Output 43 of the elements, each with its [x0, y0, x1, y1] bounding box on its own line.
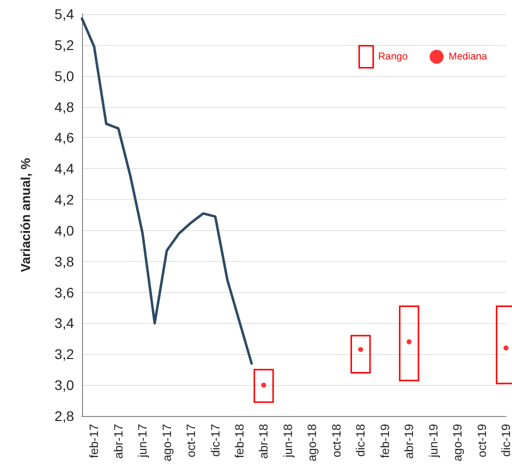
x-tick-label: ago-17 — [160, 424, 174, 462]
y-tick-label: 3,2 — [54, 346, 74, 362]
y-tick-label: 5,2 — [54, 36, 74, 53]
x-tick-label: abr-19 — [402, 424, 416, 459]
y-tick-label: 5,4 — [54, 6, 74, 22]
y-tick-label: 3,4 — [54, 315, 74, 332]
x-tick-label: feb-17 — [87, 424, 102, 458]
y-tick-label: 4,6 — [54, 130, 74, 146]
x-tick-label: abr-17 — [111, 424, 126, 459]
bar — [398, 305, 420, 382]
x-tick-label: oct-18 — [329, 424, 344, 458]
x-tick-label: ago-18 — [305, 424, 320, 462]
y-tick-label: 4,0 — [54, 222, 74, 238]
y-tick-label: 4,4 — [54, 160, 74, 177]
y-tick-label: 4,8 — [54, 98, 74, 115]
y-tick-label: 3,6 — [54, 284, 74, 300]
line-series — [80, 17, 253, 365]
legend-label: Rango — [378, 51, 408, 62]
y-tick-label: 2,8 — [54, 408, 74, 424]
point — [261, 382, 266, 388]
y-tick-label: 3,0 — [54, 377, 74, 394]
x-tick-label: oct-19 — [474, 424, 489, 458]
bar — [254, 368, 274, 403]
x-tick-label: jun-18 — [280, 424, 295, 458]
point — [406, 339, 412, 344]
x-tick-label: jun-19 — [426, 424, 440, 458]
y-axis-title: Variación anual, % — [18, 157, 33, 272]
bar — [350, 334, 371, 374]
x-tick-label: dic-18 — [354, 424, 368, 457]
legend-label: Mediana — [448, 51, 488, 62]
x-tick-label: feb-19 — [378, 424, 392, 458]
x-tick-label: ago-19 — [450, 424, 465, 462]
x-tick-label: oct-17 — [184, 424, 198, 458]
y-tick-label: 3,8 — [54, 253, 74, 270]
x-tick-label: abr-18 — [256, 424, 271, 459]
x-tick-label: feb-18 — [232, 424, 246, 458]
x-tick-label: dic-19 — [499, 424, 512, 457]
x-tick-label: dic-17 — [208, 424, 222, 457]
x-tick-label: jun-17 — [136, 424, 150, 458]
point — [358, 347, 364, 352]
y-tick-label: 4,2 — [54, 192, 74, 208]
y-tick-label: 5,0 — [54, 68, 74, 84]
point — [504, 345, 508, 350]
